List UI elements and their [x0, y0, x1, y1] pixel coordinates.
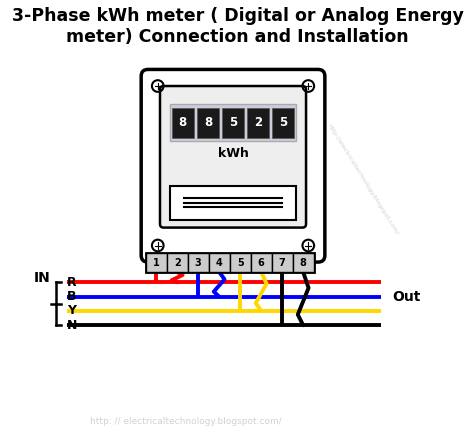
Text: 5: 5 [229, 116, 237, 129]
Text: Y: Y [67, 304, 76, 318]
Text: http://electricaltechnology.blogspot.com/: http://electricaltechnology.blogspot.com… [326, 123, 399, 236]
Bar [272, 108, 294, 138]
Bar [171, 186, 296, 220]
Text: http: // electricaltechnology.blogspot.com/: http: // electricaltechnology.blogspot.c… [90, 417, 281, 426]
Bar [167, 253, 188, 272]
Text: R: R [67, 276, 77, 289]
Text: 2: 2 [254, 116, 262, 129]
Bar [197, 108, 219, 138]
Text: 8: 8 [204, 116, 212, 129]
Text: 1: 1 [153, 258, 160, 267]
Bar [293, 253, 314, 272]
Text: 5: 5 [279, 116, 287, 129]
Text: 5: 5 [237, 258, 244, 267]
Text: 3: 3 [195, 258, 201, 267]
Text: kWh: kWh [218, 147, 248, 160]
Bar [171, 104, 296, 141]
FancyBboxPatch shape [141, 69, 325, 262]
Text: 4: 4 [216, 258, 222, 267]
Bar [229, 253, 251, 272]
Text: 6: 6 [258, 258, 265, 267]
Text: 8: 8 [179, 116, 187, 129]
Text: B: B [67, 290, 77, 303]
Text: IN: IN [34, 271, 50, 285]
Bar [171, 108, 194, 138]
Bar [209, 253, 229, 272]
Text: 7: 7 [279, 258, 285, 267]
Bar [146, 253, 314, 272]
Text: 3-Phase kWh meter ( Digital or Analog Energy
meter) Connection and Installation: 3-Phase kWh meter ( Digital or Analog En… [11, 7, 464, 46]
Text: 8: 8 [300, 258, 306, 267]
Bar [247, 108, 269, 138]
Text: N: N [67, 319, 77, 332]
FancyBboxPatch shape [160, 86, 306, 228]
Bar [251, 253, 272, 272]
Bar [222, 108, 244, 138]
Bar [188, 253, 209, 272]
Bar [272, 253, 293, 272]
Text: Out: Out [392, 289, 420, 304]
Text: 2: 2 [174, 258, 180, 267]
Bar [146, 253, 167, 272]
